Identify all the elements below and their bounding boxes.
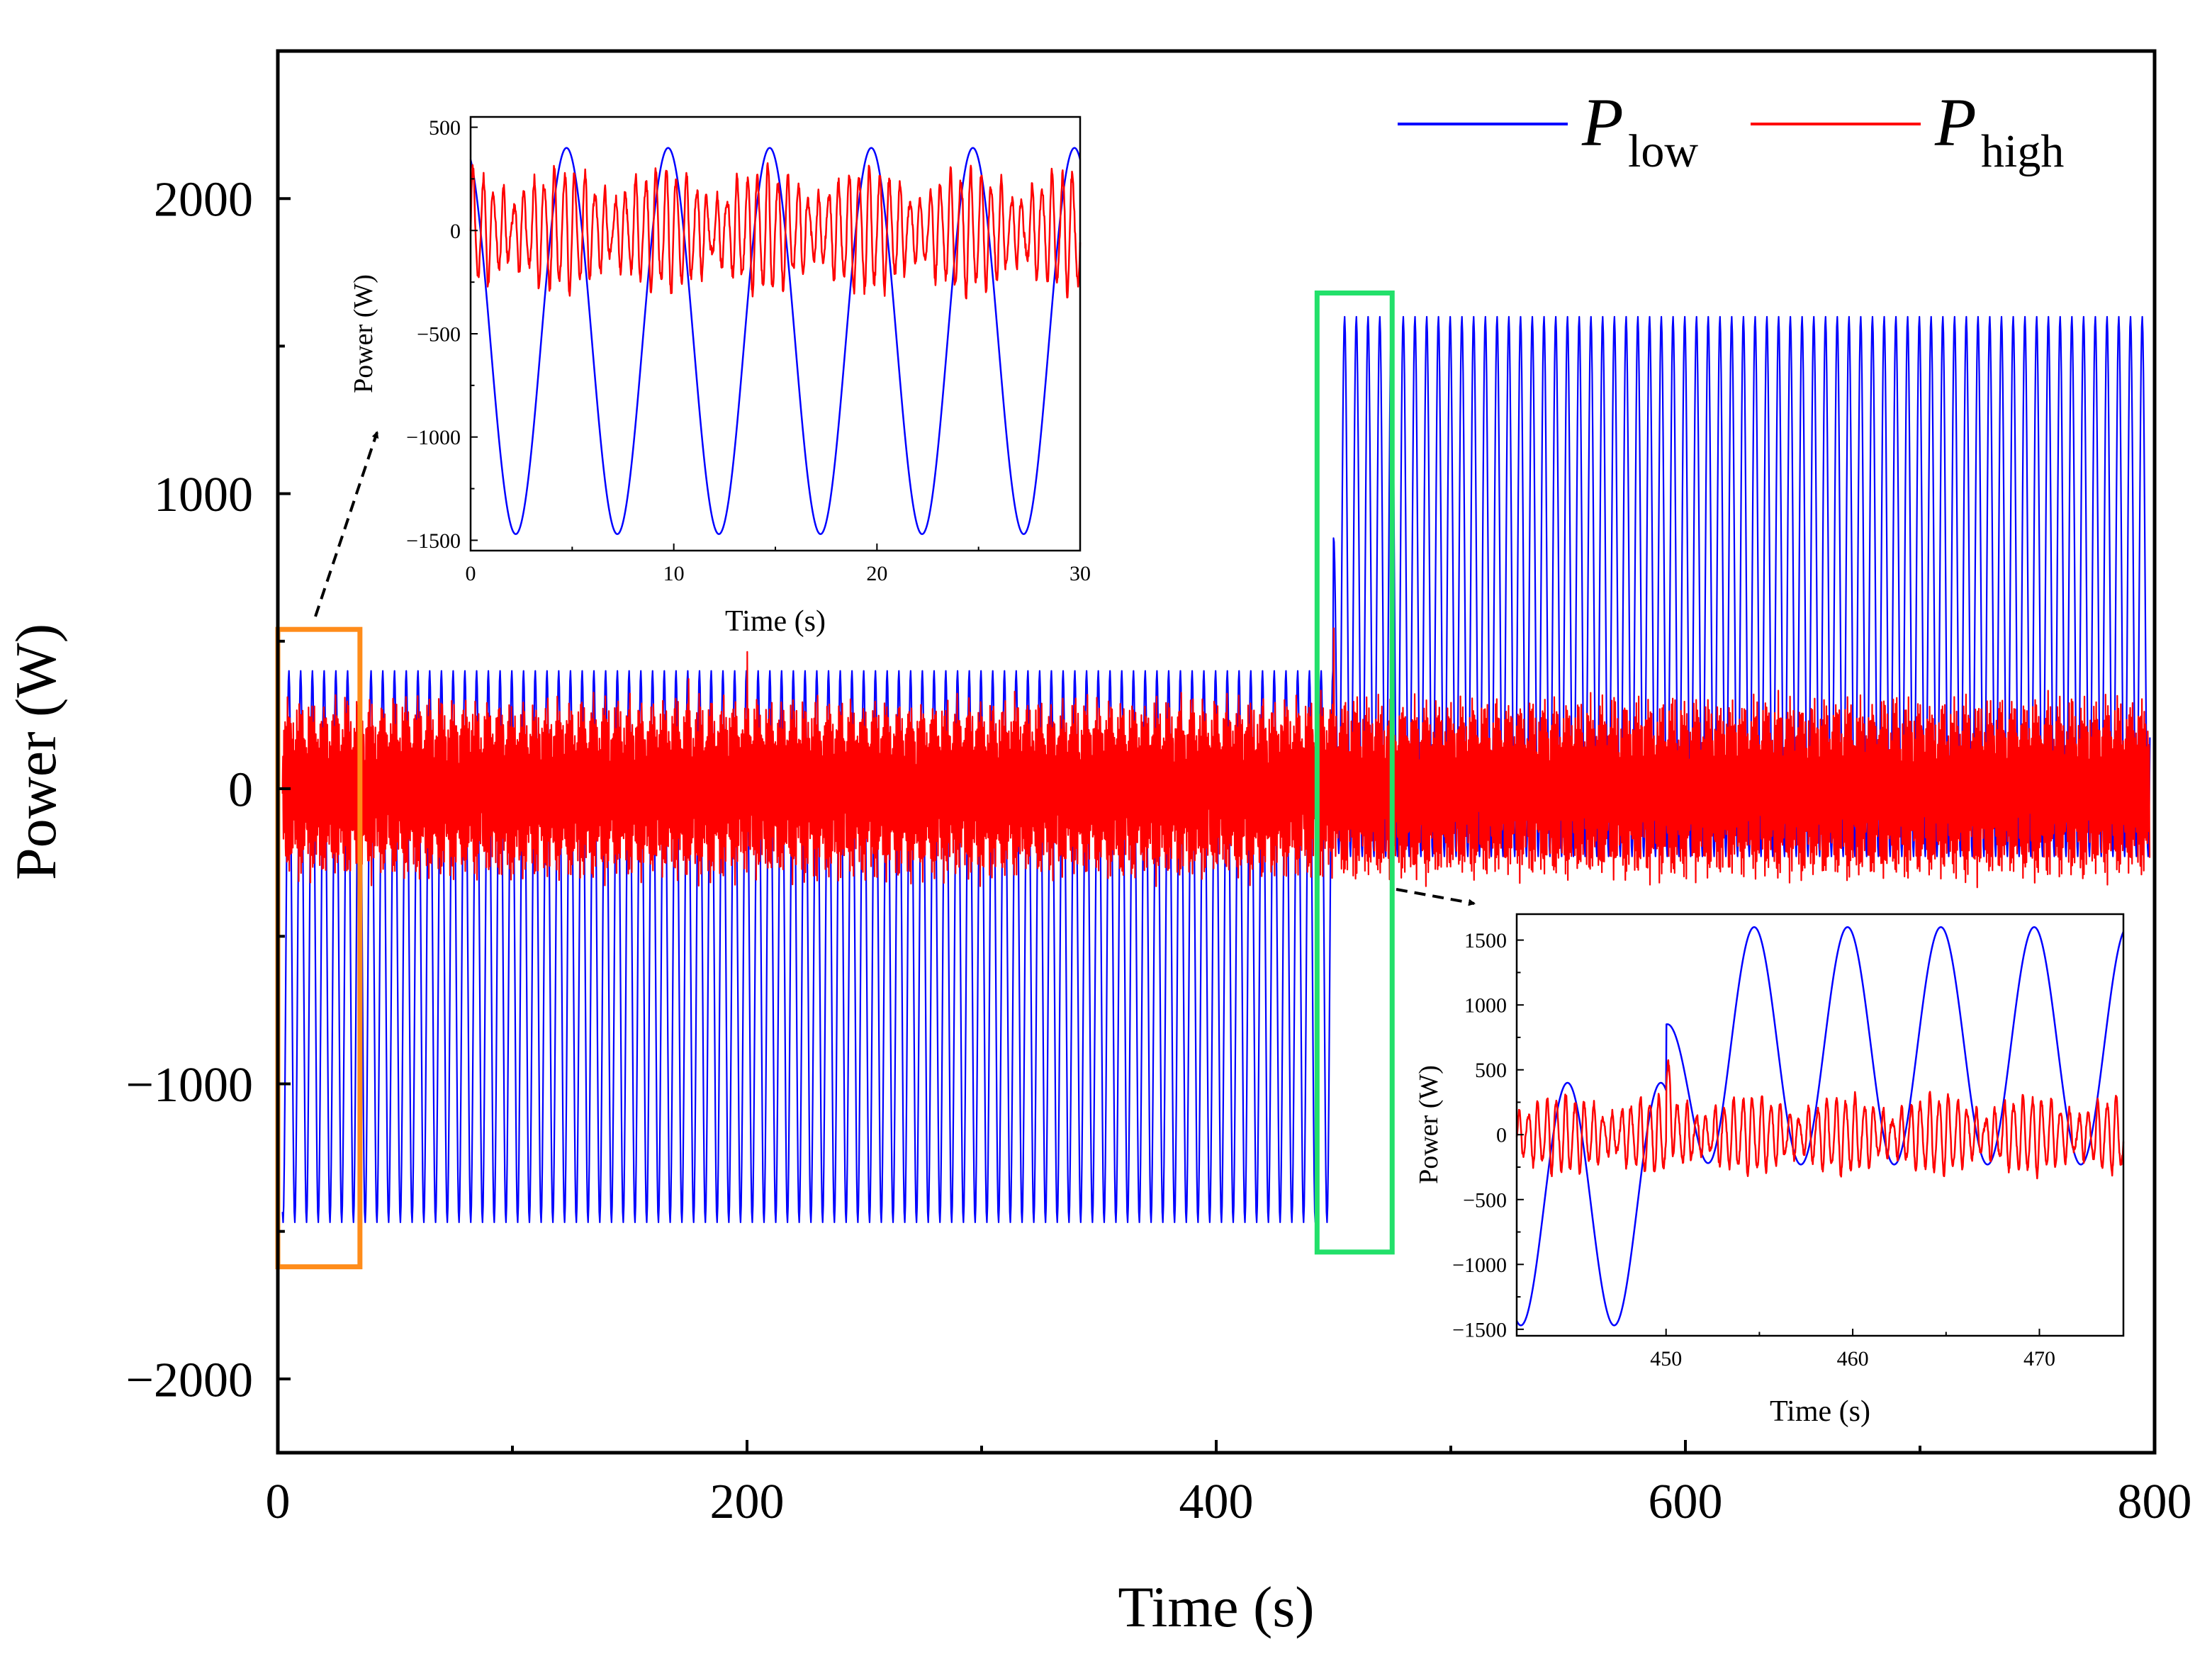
series-p-high-line xyxy=(281,627,2151,889)
y-tick-label: −1500 xyxy=(1452,1318,1507,1341)
legend-label-p-high-subscript: high xyxy=(1981,125,2064,177)
inset-right-axis-ticks: 450 460 470 −1500 −1000 −500 0 500 1000 1500 xyxy=(1452,929,2055,1370)
callout-arrow-right xyxy=(1396,888,1476,906)
legend-label-p-low-symbol: P xyxy=(1581,84,1624,160)
y-tick-label: −1500 xyxy=(406,529,461,553)
inset-right-series-group xyxy=(1515,926,2125,1327)
y-tick-label: 500 xyxy=(1475,1059,1507,1082)
x-tick-label: 30 xyxy=(1069,562,1091,585)
inset-left-p-low-line xyxy=(469,147,1082,535)
inset-left-background xyxy=(471,117,1080,551)
y-tick-label: 0 xyxy=(228,763,253,818)
y-tick-label: −500 xyxy=(1463,1188,1507,1212)
y-tick-label: 1000 xyxy=(154,468,253,522)
y-tick-label: −1000 xyxy=(406,426,461,449)
x-tick-label: 20 xyxy=(866,562,887,585)
inset-right-frame xyxy=(1515,913,2125,1337)
inset-right-y-axis-title: Power (W) xyxy=(1414,1065,1444,1184)
x-tick-label: 10 xyxy=(663,562,685,585)
x-tick-label: 400 xyxy=(1179,1475,1254,1529)
y-tick-label: 2000 xyxy=(154,173,253,227)
legend-label-p-low-subscript: low xyxy=(1628,125,1698,177)
series-p-low-line xyxy=(281,315,2151,1224)
y-tick-label: 1000 xyxy=(1464,994,1507,1018)
x-tick-label: 460 xyxy=(1837,1347,1869,1370)
zoom-box-right xyxy=(1314,290,1395,1255)
y-tick-label: −2000 xyxy=(126,1353,253,1407)
inset-right-p-high-line xyxy=(1515,1059,2125,1180)
x-tick-label: 0 xyxy=(466,562,476,585)
y-tick-label: −1000 xyxy=(1452,1254,1507,1277)
inset-right-x-axis-title: Time (s) xyxy=(1770,1395,1870,1428)
y-tick-label: −500 xyxy=(417,323,461,347)
legend-label-p-high-symbol: P xyxy=(1934,84,1977,160)
inset-right-p-low-line xyxy=(1515,926,2125,1327)
inset-left-series-group xyxy=(469,147,1082,535)
y-tick-label: −1000 xyxy=(126,1058,253,1113)
x-tick-label: 0 xyxy=(266,1475,291,1529)
main-x-axis-title: Time (s) xyxy=(1118,1575,1314,1639)
inset-right-plot: 450 460 470 −1500 −1000 −500 0 500 1000 1500 xyxy=(1452,913,2125,1370)
legend: P low P high xyxy=(1398,84,2064,177)
callout-arrow-left xyxy=(314,431,379,617)
y-tick-label: 500 xyxy=(429,116,461,140)
y-tick-label: 0 xyxy=(1496,1124,1507,1147)
y-tick-label: 1500 xyxy=(1464,929,1507,952)
x-tick-label: 600 xyxy=(1649,1475,1723,1529)
x-tick-label: 450 xyxy=(1650,1347,1682,1370)
x-tick-label: 200 xyxy=(710,1475,785,1529)
inset-left-p-high-line xyxy=(469,162,1082,300)
y-tick-label: 0 xyxy=(450,220,461,243)
main-y-axis-title: Power (W) xyxy=(4,624,68,880)
inset-left-plot: 0 10 20 30 −1500 −1000 −500 0 500 xyxy=(406,116,1091,585)
inset-left-y-axis-title: Power (W) xyxy=(349,274,378,393)
inset-left-x-axis-title: Time (s) xyxy=(725,605,826,638)
x-tick-label: 800 xyxy=(2118,1475,2192,1529)
x-tick-label: 470 xyxy=(2023,1347,2055,1370)
main-series-group xyxy=(281,315,2151,1224)
inset-left-axis-ticks: 0 10 20 30 −1500 −1000 −500 0 500 xyxy=(406,116,1091,585)
